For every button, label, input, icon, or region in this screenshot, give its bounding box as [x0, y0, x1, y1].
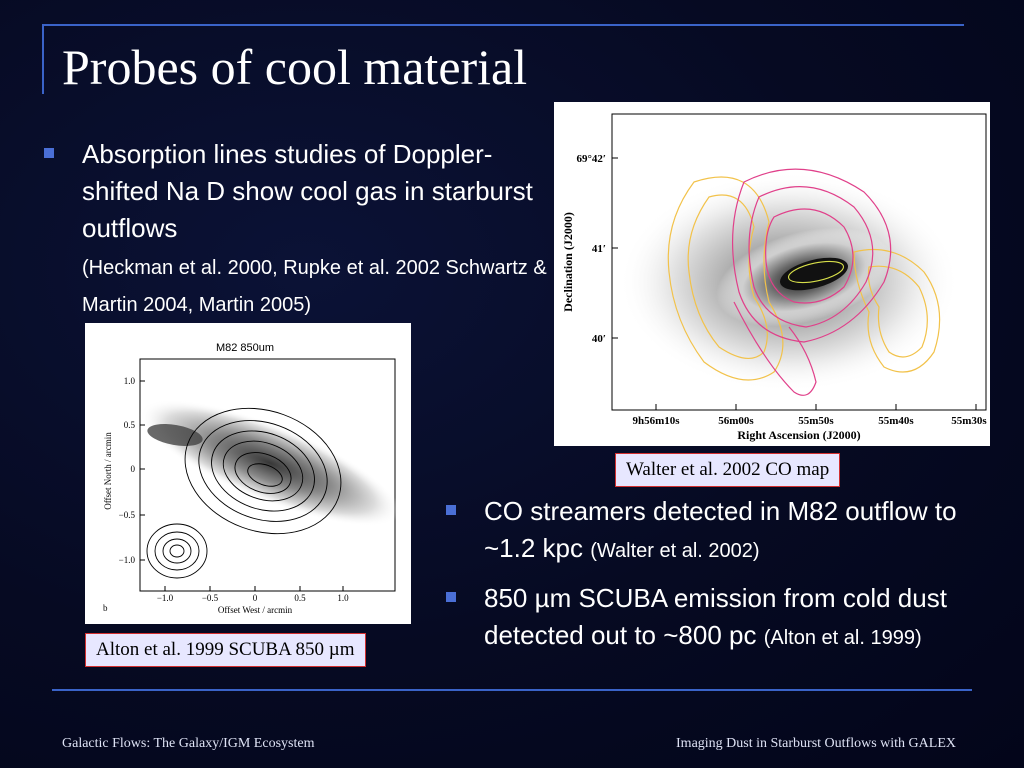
scuba-ytick: −0.5: [119, 510, 136, 520]
co-xtick: 55m40s: [878, 415, 914, 427]
scuba-panel-label: b: [103, 603, 108, 613]
co-map-figure: 69°42′ 41′ 40′ 9h56m10s 56m00s 55m50s 55…: [554, 102, 990, 446]
scuba-xlabel: Offset West / arcmin: [218, 605, 293, 615]
bullet-list-bottom: CO streamers detected in M82 outflow to …: [446, 493, 986, 667]
scuba-xtick: −0.5: [202, 593, 219, 603]
co-xtick: 55m30s: [951, 415, 987, 427]
co-ytick: 40′: [592, 333, 606, 345]
scuba-ylabel: Offset North / arcmin: [103, 432, 113, 510]
bullet-citation: (Alton et al. 1999): [763, 627, 922, 649]
co-xtick: 9h56m10s: [632, 415, 680, 427]
bullet-text: Absorption lines studies of Doppler-shif…: [82, 139, 533, 243]
top-rule: [42, 24, 964, 26]
bullet-item: CO streamers detected in M82 outflow to …: [446, 493, 986, 570]
scuba-ytick: 0.5: [124, 420, 136, 430]
co-map-caption: Walter et al. 2002 CO map: [615, 453, 841, 487]
bullet-square-icon: [44, 148, 54, 158]
co-xtick: 55m50s: [798, 415, 834, 427]
scuba-xtick: 0.5: [294, 593, 306, 603]
slide-title: Probes of cool material: [62, 39, 528, 95]
co-xlabel: Right Ascension (J2000): [737, 428, 860, 442]
co-xtick: 56m00s: [718, 415, 754, 427]
footer-right: Imaging Dust in Starburst Outflows with …: [676, 736, 956, 751]
left-rule: [42, 24, 44, 94]
scuba-xtick: 0: [253, 593, 258, 603]
bullet-list-top: Absorption lines studies of Doppler-shif…: [44, 136, 554, 321]
co-ylabel: Declination (J2000): [561, 212, 575, 312]
co-ytick: 69°42′: [577, 153, 607, 165]
scuba-map-figure: M82 850um 1.0 0.5 0 −0.5 −1.0: [85, 323, 411, 624]
bullet-text: 850 µm SCUBA emission from cold dust det…: [484, 583, 947, 650]
scuba-caption: Alton et al. 1999 SCUBA 850 µm: [85, 633, 366, 667]
bottom-rule: [52, 689, 972, 691]
scuba-ytick: −1.0: [119, 555, 136, 565]
bullet-text: CO streamers detected in M82 outflow to …: [484, 496, 957, 563]
scuba-xtick: 1.0: [337, 593, 349, 603]
bullet-citation: (Walter et al. 2002): [590, 540, 760, 562]
bullet-square-icon: [446, 505, 456, 515]
bullet-square-icon: [446, 592, 456, 602]
scuba-title: M82 850um: [216, 342, 274, 354]
scuba-ytick: 1.0: [124, 376, 136, 386]
bullet-item: Absorption lines studies of Doppler-shif…: [44, 136, 554, 321]
bullet-citation: (Heckman et al. 2000, Rupke et al. 2002 …: [82, 257, 547, 316]
co-ytick: 41′: [592, 243, 606, 255]
scuba-ytick: 0: [131, 464, 136, 474]
bullet-item: 850 µm SCUBA emission from cold dust det…: [446, 580, 986, 657]
scuba-xtick: −1.0: [157, 593, 174, 603]
footer-left: Galactic Flows: The Galaxy/IGM Ecosystem: [62, 736, 315, 751]
